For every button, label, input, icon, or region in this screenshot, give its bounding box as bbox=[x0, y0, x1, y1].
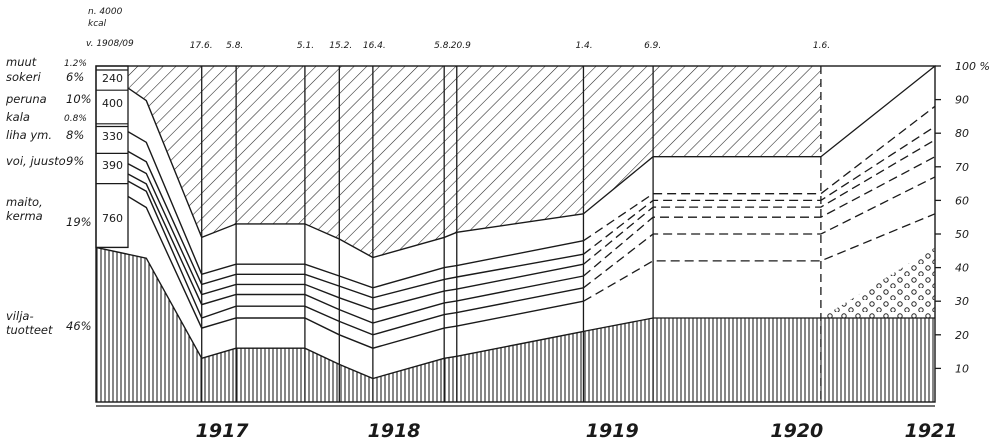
base-period: v. 1908/09 bbox=[86, 39, 134, 49]
y-tick-label: 80 bbox=[955, 127, 969, 140]
date-label: 1.4. bbox=[575, 41, 592, 51]
series-line-l5 bbox=[95, 132, 584, 299]
category-label: muut bbox=[6, 55, 37, 69]
series-line-l3-late bbox=[583, 156, 936, 277]
date-label: 17.6. bbox=[190, 41, 213, 51]
category-kcal: 240 bbox=[102, 72, 123, 85]
y-tick-label: 10 bbox=[955, 362, 969, 375]
category-label: vilja- bbox=[6, 309, 34, 323]
series-line-l2 bbox=[95, 162, 584, 336]
category-share: 8% bbox=[66, 128, 84, 142]
series-line-l4 bbox=[95, 145, 584, 311]
y-axis: 10 20 30 40 50 60 70 80 90 100 % bbox=[935, 60, 990, 375]
category-share: 1.2% bbox=[64, 59, 87, 69]
unit-line1: n. 4000 bbox=[88, 7, 123, 17]
category-label: sokeri bbox=[6, 70, 41, 84]
date-labels: 17.6. 5.8. 5.1. 15.2. 16.4. 5.8. 20.9 1.4. 6.9. 1… bbox=[190, 41, 830, 51]
x-axis: 1917 1918 1919 1920 1921 bbox=[96, 405, 958, 440]
year-label: 1921 bbox=[905, 420, 958, 440]
category-kcal: 400 bbox=[102, 97, 123, 110]
deficit-hatched-area bbox=[96, 66, 821, 258]
category-share: 46% bbox=[66, 319, 92, 333]
series-line-l2-late bbox=[583, 176, 936, 289]
date-label: 16.4. bbox=[363, 41, 386, 51]
category-label: tuotteet bbox=[6, 323, 53, 337]
date-label: 20.9 bbox=[451, 41, 471, 51]
category-share: 9% bbox=[66, 154, 84, 168]
year-label: 1917 bbox=[196, 420, 250, 440]
date-label: 6.9. bbox=[644, 41, 661, 51]
y-tick-label: 100 % bbox=[955, 60, 990, 73]
series-line-total-late bbox=[583, 65, 936, 215]
series-line-l3 bbox=[95, 156, 584, 324]
category-kcal: 330 bbox=[102, 130, 123, 143]
y-tick-label: 60 bbox=[955, 194, 969, 207]
series-line-l4-late bbox=[583, 139, 936, 265]
category-label: kerma bbox=[6, 209, 43, 223]
date-label: 5.8. bbox=[434, 41, 451, 51]
chart-header: n. 4000 kcal v. 1908/09 bbox=[86, 7, 134, 49]
year-label: 1918 bbox=[368, 420, 421, 440]
series-line-l1-late bbox=[583, 213, 936, 302]
category-kcal: 760 bbox=[102, 212, 123, 225]
category-label: voi, juusto bbox=[6, 154, 66, 168]
series-line-l6 bbox=[95, 112, 584, 289]
series-line-l1 bbox=[95, 176, 584, 349]
date-label: 5.1. bbox=[297, 41, 314, 51]
series-line-cereal bbox=[95, 246, 584, 380]
series-line-total bbox=[95, 65, 584, 259]
category-label: maito, bbox=[6, 195, 43, 209]
cereal-area bbox=[96, 247, 935, 402]
date-label: 15.2. bbox=[329, 41, 352, 51]
category-share: 10% bbox=[66, 92, 92, 106]
y-tick-label: 90 bbox=[955, 94, 969, 107]
unit-line2: kcal bbox=[88, 19, 107, 29]
category-share: 0.8% bbox=[64, 114, 87, 124]
category-label: kala bbox=[6, 110, 30, 124]
y-tick-label: 70 bbox=[955, 161, 969, 174]
y-tick-label: 40 bbox=[955, 262, 969, 275]
category-label: liha ym. bbox=[6, 128, 52, 142]
date-label: 5.8. bbox=[226, 41, 243, 51]
category-labels: muut 1.2% sokeri 6% 240 peruna 10% 400 kala 0.8% l… bbox=[5, 55, 123, 337]
category-kcal: 390 bbox=[102, 159, 123, 172]
y-tick-label: 20 bbox=[955, 329, 969, 342]
others-dotted-area bbox=[820, 247, 935, 318]
series-line-cereal-late bbox=[583, 317, 935, 333]
category-share: 6% bbox=[66, 70, 84, 84]
y-tick-label: 50 bbox=[955, 228, 969, 241]
y-tick-label: 30 bbox=[955, 295, 969, 308]
series-line-l6-late bbox=[583, 105, 936, 242]
category-share: 19% bbox=[66, 215, 92, 229]
year-label: 1920 bbox=[770, 420, 823, 440]
chart-layers bbox=[95, 65, 936, 402]
category-label: peruna bbox=[5, 92, 47, 106]
date-label: 1.6. bbox=[813, 41, 830, 51]
series-line-l5-late bbox=[583, 125, 936, 255]
year-label: 1919 bbox=[586, 420, 639, 440]
